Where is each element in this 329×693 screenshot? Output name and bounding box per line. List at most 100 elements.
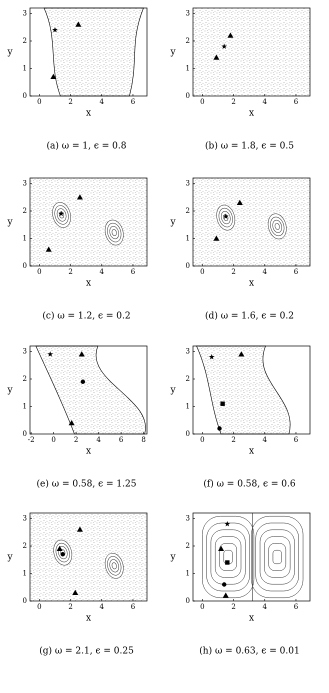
kam-torus (56, 208, 67, 222)
star-marker (222, 213, 229, 219)
chaotic-sea (35, 345, 146, 435)
kam-torus (109, 559, 120, 573)
x-tick-label: 6 (131, 98, 136, 106)
kam-torus (272, 219, 283, 233)
kam-torus (218, 207, 233, 228)
plot-frame (192, 7, 311, 97)
triangle-marker (236, 199, 243, 205)
triangle-marker (76, 526, 83, 532)
kam-torus (214, 536, 242, 578)
triangle-marker (45, 246, 52, 252)
kam-torus (267, 213, 287, 240)
triangle-marker (50, 73, 57, 79)
triangle-marker (222, 592, 229, 598)
kam-torus (55, 542, 70, 563)
y-tick-label: 3 (186, 348, 190, 356)
triangle-marker (56, 545, 63, 551)
island-bg (104, 553, 124, 579)
x-axis-label: x (249, 447, 254, 457)
x-axis-label: x (249, 109, 254, 119)
y-tick-label: 2 (186, 542, 190, 550)
y-axis-label: y (6, 553, 13, 563)
y-tick-label: 3 (186, 515, 190, 523)
kam-torus (53, 539, 73, 566)
triangle-marker (213, 54, 220, 60)
y-tick-label: 2 (23, 37, 27, 45)
caption: (b) ω = 1.8, ϵ = 0.5 (205, 141, 294, 152)
chaotic-sea (193, 178, 310, 266)
kam-torus (264, 536, 291, 578)
triangle-marker (68, 420, 75, 426)
y-tick-label: 2 (186, 37, 190, 45)
y-tick-label: 2 (23, 375, 27, 383)
x-tick-label: 6 (294, 268, 299, 276)
y-tick-label: 1 (186, 65, 190, 73)
y-tick-label: 0 (186, 262, 190, 270)
plot-frame (29, 345, 148, 435)
y-tick-label: 3 (186, 10, 190, 18)
star-marker (224, 521, 231, 527)
y-tick-label: 0 (186, 430, 190, 438)
x-axis-label: x (86, 109, 91, 119)
y-tick-label: 3 (23, 180, 27, 188)
y-tick-label: 0 (23, 597, 27, 605)
plot-frame (29, 177, 148, 267)
y-tick-label: 2 (186, 207, 190, 215)
circle-marker (222, 582, 227, 587)
caption: (c) ω = 1.2, ϵ = 0.2 (42, 311, 130, 322)
star-marker (208, 354, 215, 360)
x-axis-label: x (249, 614, 254, 624)
caption: (e) ω = 0.58, ϵ = 1.25 (37, 479, 137, 490)
x-tick-label: 4 (100, 603, 105, 611)
x-tick-label: 2 (68, 98, 72, 106)
kam-torus (107, 556, 122, 576)
x-tick-label: 0 (51, 436, 55, 444)
star-marker (58, 210, 65, 217)
island-bg (104, 219, 124, 246)
x-tick-label: 6 (294, 436, 299, 444)
y-axis-label: y (169, 386, 176, 396)
caption: (a) ω = 1, ϵ = 0.8 (47, 141, 127, 152)
x-tick-label: 0 (37, 603, 41, 611)
kam-torus (216, 204, 236, 231)
y-tick-label: 3 (186, 180, 190, 188)
triangle-marker (76, 194, 83, 200)
kam-torus (202, 515, 255, 599)
x-tick-label: 2 (231, 603, 235, 611)
y-axis-label: y (169, 553, 176, 563)
plot-frame (192, 177, 311, 267)
kam-torus (270, 216, 285, 237)
triangle-marker (213, 235, 220, 241)
kam-torus (111, 562, 117, 570)
triangle-marker (75, 21, 82, 27)
kam-torus (206, 522, 250, 592)
circle-marker (217, 426, 222, 431)
kam-torus (59, 211, 65, 219)
y-tick-label: 0 (23, 262, 27, 270)
x-tick-label: 6 (119, 436, 124, 444)
caption: (f) ω = 0.58, ϵ = 0.6 (203, 479, 295, 490)
chaotic-sea (193, 8, 310, 96)
x-axis-label: x (86, 614, 91, 624)
x-tick-label: 6 (131, 268, 136, 276)
x-tick-label: 0 (200, 436, 204, 444)
x-tick-label: 8 (141, 436, 145, 444)
triangle-marker (218, 545, 225, 551)
kam-torus (272, 549, 282, 565)
y-tick-label: 0 (186, 597, 190, 605)
x-tick-label: 6 (294, 603, 299, 611)
y-tick-label: 2 (23, 207, 27, 215)
square-marker (225, 560, 230, 565)
x-tick-label: 2 (231, 436, 235, 444)
x-tick-label: 0 (200, 268, 204, 276)
x-tick-label: 4 (96, 436, 101, 444)
x-axis-label: x (86, 279, 91, 289)
plot-frame (192, 345, 311, 435)
y-axis-label: y (6, 218, 13, 228)
y-tick-label: 2 (186, 375, 190, 383)
plot-frame (192, 512, 311, 602)
triangle-marker (78, 351, 85, 357)
chaotic-sea (30, 178, 147, 266)
x-tick-label: -2 (28, 436, 35, 444)
y-tick-label: 1 (186, 570, 190, 578)
